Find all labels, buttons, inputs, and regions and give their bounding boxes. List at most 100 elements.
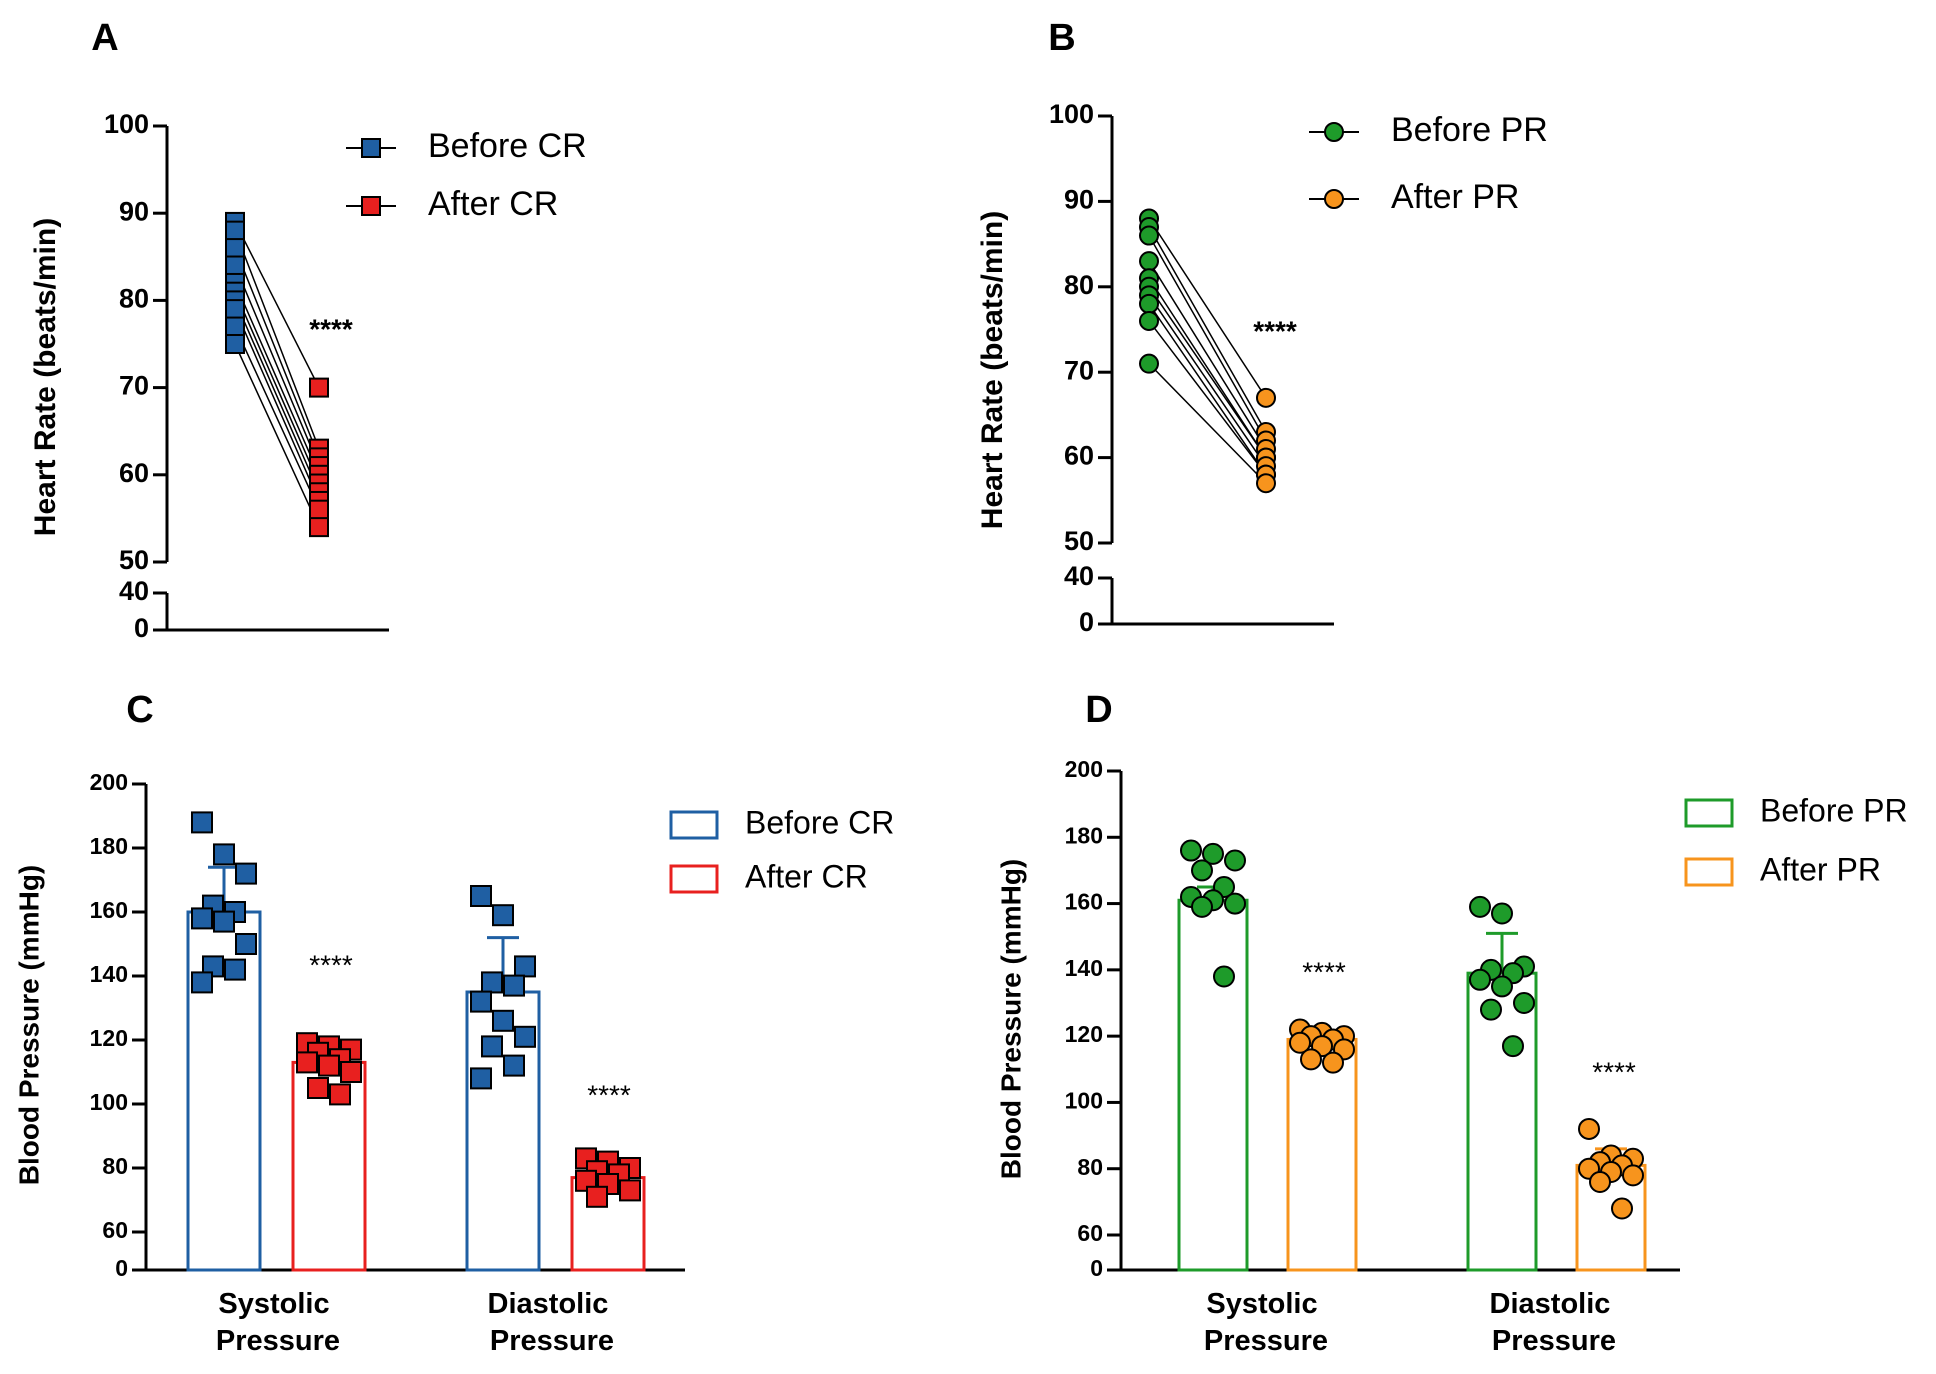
- legend-label: After PR: [1391, 178, 1519, 216]
- legend-swatch: [669, 810, 719, 840]
- pair-line: [234, 291, 320, 484]
- panel-label: D: [1085, 689, 1112, 731]
- data-point: [514, 1025, 536, 1048]
- legend-swatch: [1684, 857, 1734, 887]
- data-point: [1224, 892, 1246, 915]
- data-point: [1139, 353, 1159, 374]
- data-point: [213, 843, 235, 866]
- x-tick-label: Diastolic Pressure: [1490, 1288, 1619, 1357]
- y-tick-label: 0: [115, 1255, 128, 1281]
- data-point: [470, 885, 492, 907]
- significance: ****: [1253, 315, 1297, 346]
- y-tick-label: 90: [119, 196, 149, 226]
- data-point: [1224, 849, 1246, 872]
- data-point: [1180, 839, 1202, 862]
- x-tick-label: Systolic Pressure: [1204, 1288, 1328, 1357]
- y-tick-label: 70: [119, 371, 149, 401]
- data-point: [514, 955, 536, 978]
- y-axis-label: Blood Pressure (mmHg): [13, 865, 44, 1186]
- data-point: [309, 377, 329, 398]
- y-tick-label: 100: [1049, 99, 1094, 129]
- pair-line: [1148, 303, 1267, 476]
- significance: ****: [309, 949, 353, 980]
- data-point: [1139, 310, 1159, 331]
- data-point: [235, 933, 257, 955]
- data-point: [1191, 859, 1213, 882]
- data-point: [1513, 992, 1535, 1014]
- data-point: [1469, 968, 1491, 991]
- y-tick-label: 50: [1064, 526, 1094, 556]
- data-point: [1469, 895, 1491, 918]
- legend-marker: [1324, 122, 1344, 142]
- pair-line: [234, 265, 320, 467]
- y-tick-label: 0: [1090, 1255, 1103, 1281]
- data-point: [1322, 1051, 1344, 1074]
- data-point: [1213, 965, 1235, 988]
- data-point: [225, 238, 245, 259]
- significance: ****: [1302, 956, 1346, 987]
- pair-line: [234, 326, 320, 510]
- panel-label: B: [1048, 17, 1075, 59]
- pair-line: [1148, 218, 1267, 399]
- data-point: [1611, 1197, 1633, 1220]
- legend-swatch: [1684, 798, 1734, 828]
- pair-line: [1148, 260, 1267, 450]
- y-tick-label: 60: [119, 458, 149, 488]
- y-axis-label: Heart Rate (beats/min): [29, 218, 62, 536]
- data-point: [191, 811, 213, 834]
- x-tick-label: Systolic Pressure: [216, 1288, 340, 1357]
- data-point: [329, 1083, 351, 1106]
- legend-label: After PR: [1760, 851, 1881, 887]
- y-tick-label: 140: [90, 961, 128, 987]
- y-tick-label: 90: [1064, 185, 1094, 215]
- y-tick-label: 80: [1077, 1154, 1103, 1180]
- data-point: [225, 334, 245, 354]
- y-tick-label: 80: [102, 1153, 128, 1179]
- pair-line: [234, 247, 320, 458]
- data-point: [1139, 251, 1159, 272]
- data-point: [470, 990, 492, 1013]
- panel-label: A: [91, 17, 118, 59]
- error-bar: [1486, 931, 1518, 974]
- y-tick-label: 40: [119, 576, 149, 606]
- data-point: [225, 316, 245, 337]
- y-tick-label: 40: [1064, 561, 1094, 591]
- legend-label: Before PR: [1391, 111, 1548, 149]
- y-tick-label: 100: [104, 109, 149, 139]
- legend-marker: [361, 138, 381, 158]
- pair-line: [1148, 363, 1267, 484]
- bar: [1286, 1037, 1358, 1272]
- data-point: [619, 1179, 641, 1202]
- legend-label: Before CR: [745, 804, 894, 840]
- significance: ****: [587, 1079, 631, 1110]
- y-tick-label: 120: [1065, 1021, 1103, 1047]
- data-point: [1300, 1048, 1322, 1071]
- y-tick-label: 60: [102, 1217, 128, 1243]
- data-point: [1578, 1117, 1600, 1140]
- data-point: [213, 910, 235, 933]
- data-point: [1256, 473, 1276, 494]
- pair-line: [1148, 286, 1267, 459]
- data-point: [481, 971, 503, 994]
- data-point: [1480, 998, 1502, 1021]
- pair-line: [234, 343, 320, 528]
- data-point: [470, 1067, 492, 1090]
- data-point: [481, 1035, 503, 1058]
- data-point: [296, 1051, 318, 1074]
- y-tick-label: 180: [1065, 822, 1103, 848]
- x-tick-label: Diastolic Pressure: [488, 1288, 617, 1357]
- pair-line: [1148, 226, 1267, 433]
- y-tick-label: 0: [1079, 607, 1094, 637]
- y-tick-label: 160: [90, 897, 128, 923]
- y-tick-label: 200: [90, 769, 128, 795]
- y-tick-label: 140: [1065, 955, 1103, 981]
- pair-line: [1148, 320, 1267, 476]
- data-point: [1502, 1035, 1524, 1058]
- pair-line: [1148, 294, 1267, 467]
- y-tick-label: 100: [90, 1089, 128, 1115]
- y-axis-label: Heart Rate (beats/min): [976, 211, 1009, 529]
- legend-label: After CR: [428, 185, 558, 223]
- legend-marker: [1324, 189, 1344, 209]
